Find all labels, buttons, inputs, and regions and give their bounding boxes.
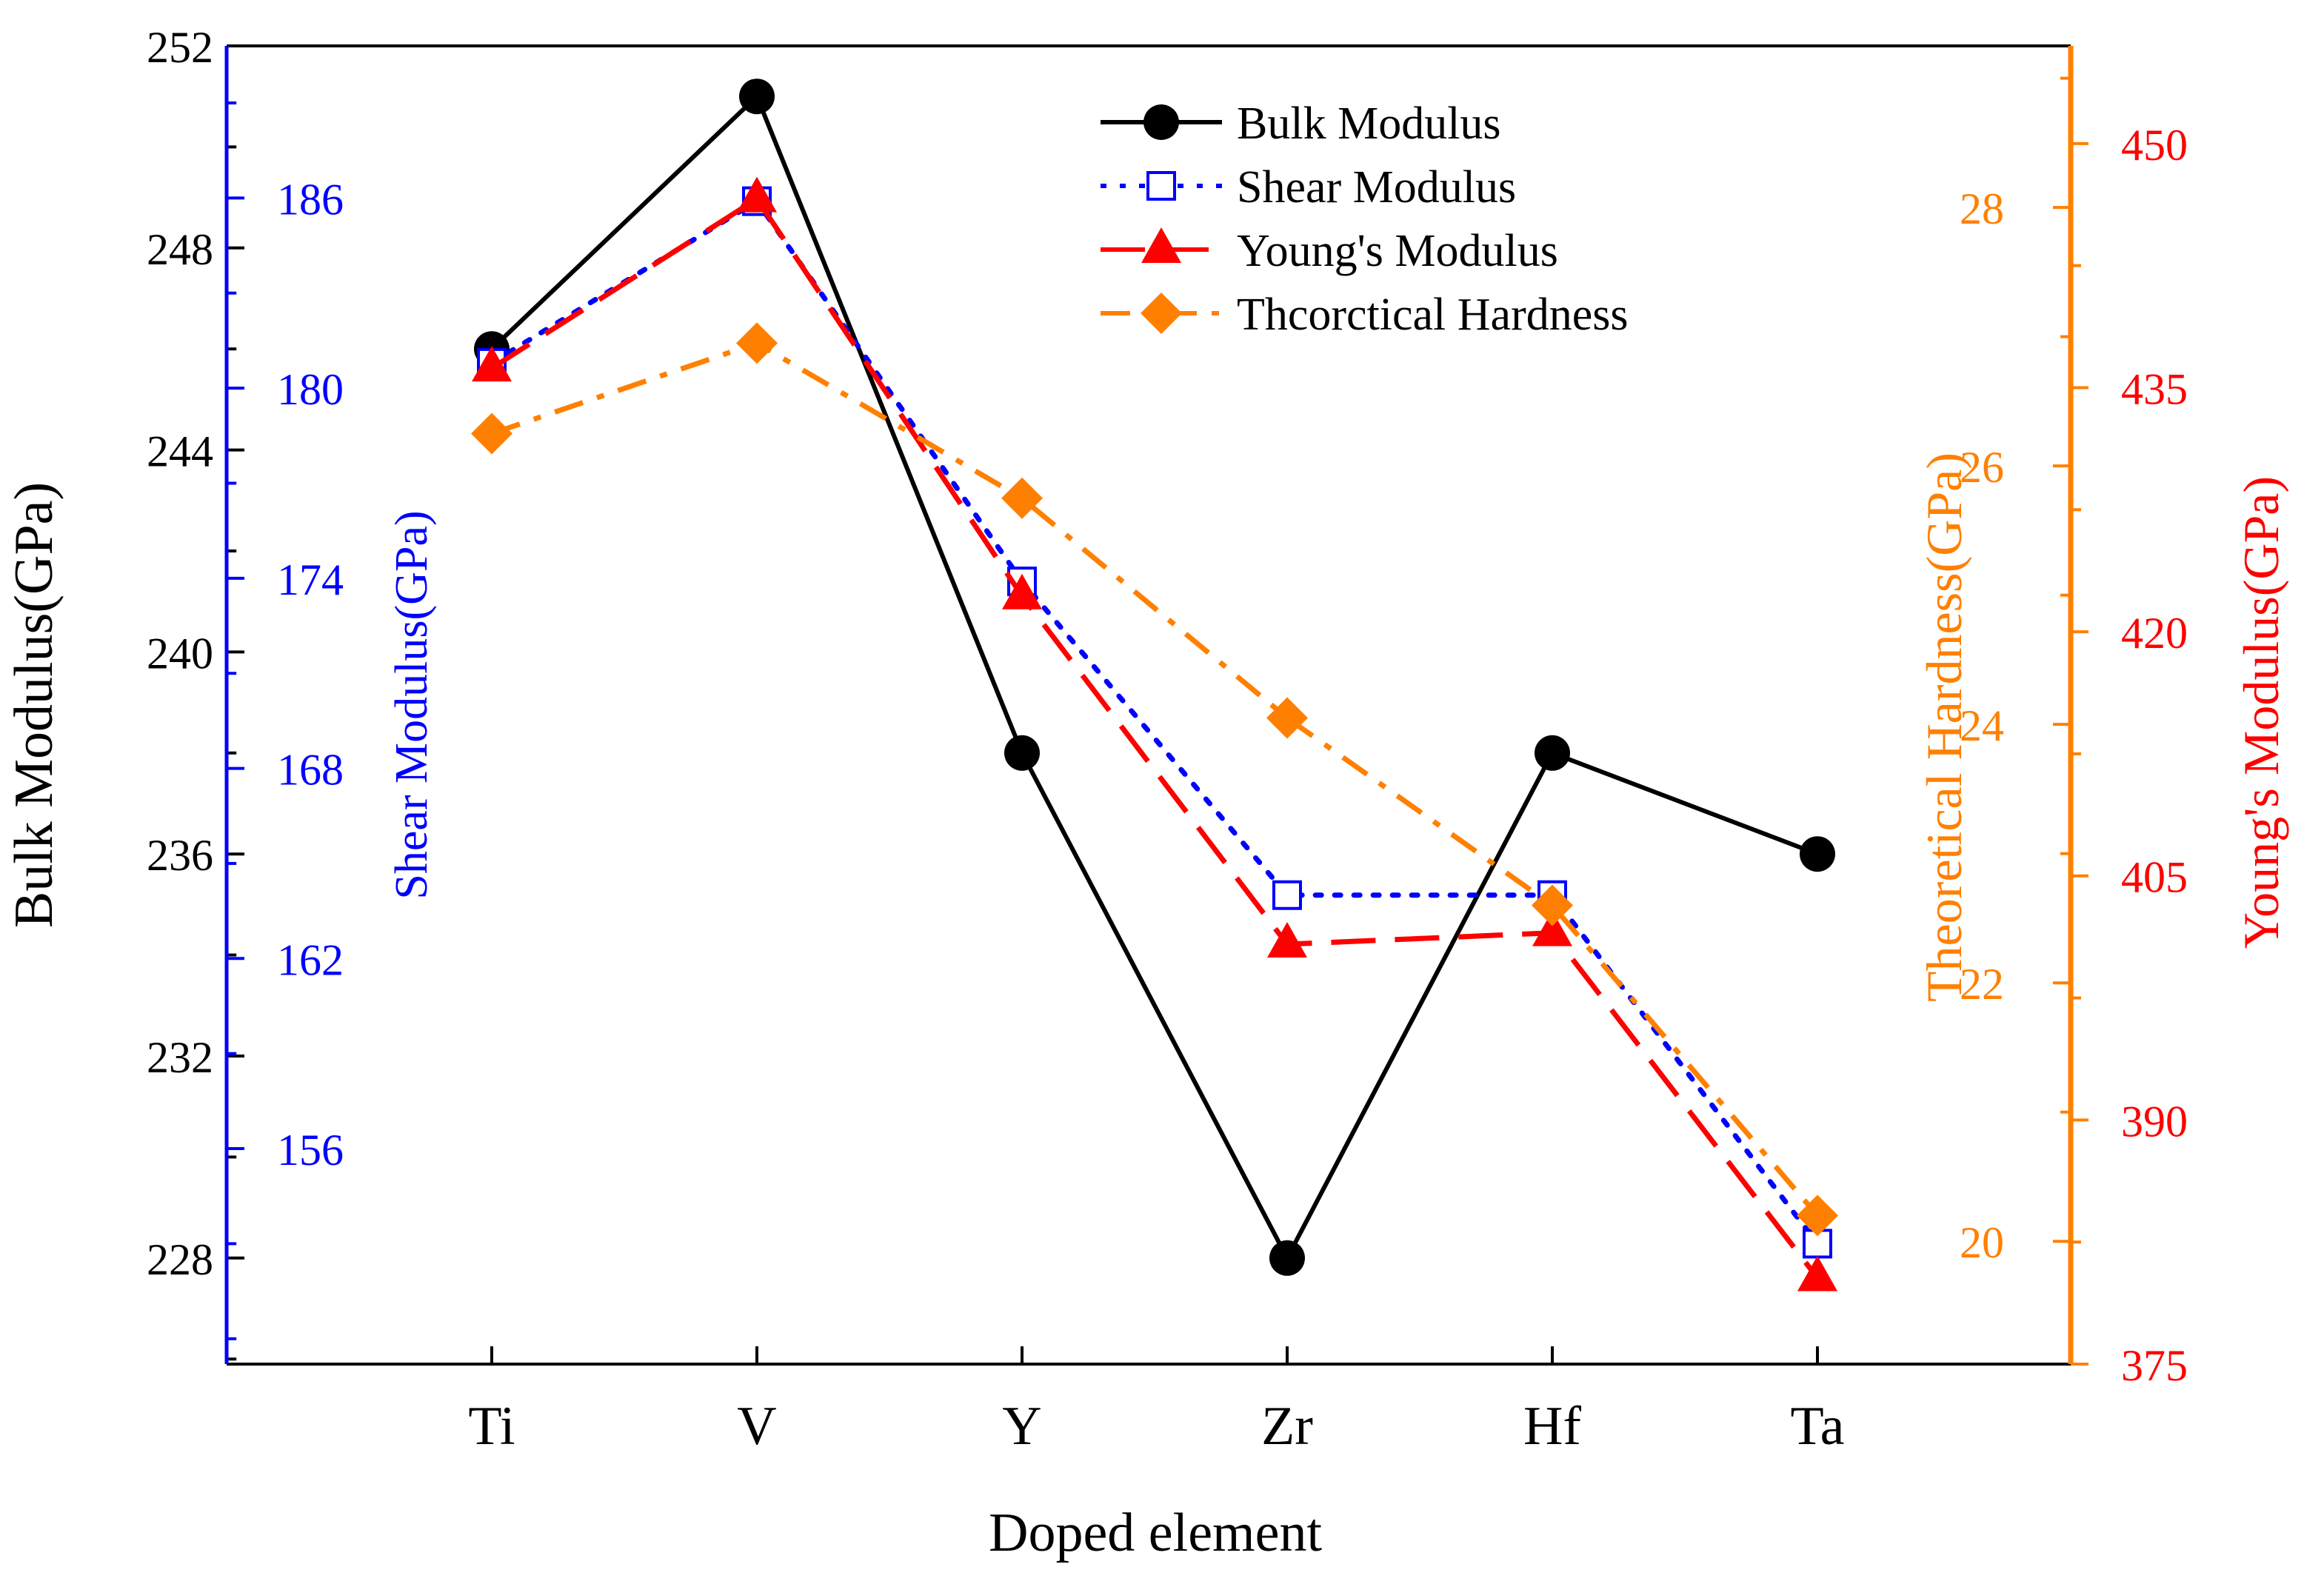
shear-axis-title: Shear Modulus(GPa) <box>387 510 437 899</box>
hardness-tick-label: 20 <box>1960 1218 2004 1267</box>
hardness-tick-label: 24 <box>1960 701 2004 750</box>
bulk-modulus-point <box>1269 1240 1305 1276</box>
thcorctical-hardness-point <box>1141 293 1182 334</box>
bulk-tick-label: 236 <box>147 831 213 880</box>
shear-modulus-point <box>1146 171 1176 201</box>
thcorctical-hardness-line <box>490 340 1820 1217</box>
legend-item-young-s-modulus: Young's Modulus <box>1101 226 1558 276</box>
shear-tick-label: 174 <box>277 555 344 604</box>
hardness-tick-label: 26 <box>1960 443 2004 492</box>
x-tick-label-ti: Ti <box>468 1396 515 1457</box>
young-s-modulus-point <box>1532 910 1572 946</box>
hardness-tick-label: 28 <box>1960 184 2004 233</box>
young-tick-label: 450 <box>2121 121 2188 170</box>
x-tick-label-y: Y <box>1002 1396 1041 1457</box>
x-tick-label-v: V <box>737 1396 776 1457</box>
bulk-tick-label: 252 <box>147 23 213 72</box>
legend-item-thcorctical-hardness: Thcorctical Hardness <box>1101 290 1628 340</box>
axes-layer: Ti V Y Zr Hf Ta 228 232 236 240 244 248 252 Bulk Modu… <box>4 23 2289 1457</box>
legend-label: Bulk Modulus <box>1237 98 1501 149</box>
bulk-modulus-point <box>1004 735 1040 771</box>
bulk-modulus-line <box>490 92 1819 1263</box>
bulk-tick-label: 248 <box>147 225 213 274</box>
thcorctical-hardness-point <box>1266 697 1308 739</box>
young-s-modulus-point <box>1002 573 1042 609</box>
young-s-modulus-point <box>1267 922 1307 958</box>
bulk-axis-title: Bulk Modulus(GPa) <box>4 482 64 928</box>
thcorctical-hardness-point <box>471 412 512 455</box>
x-tick-label-ta: Ta <box>1791 1396 1845 1457</box>
legend-label: Young's Modulus <box>1237 226 1558 276</box>
young-s-modulus-line <box>490 195 1820 1280</box>
bulk-modulus-point <box>739 78 775 115</box>
shear-modulus-point <box>1272 880 1302 910</box>
legend-item-shear-modulus: Shear Modulus <box>1101 162 1516 213</box>
legend-label: Thcorctical Hardness <box>1237 290 1628 340</box>
shear-modulus-series <box>477 186 1832 1259</box>
shear-tick-label: 186 <box>277 175 344 224</box>
x-tick-label-hf: Hf <box>1523 1396 1581 1457</box>
young-s-modulus-point <box>1797 1255 1837 1292</box>
young-tick-label: 435 <box>2121 364 2188 413</box>
bulk-tick-label: 244 <box>147 427 213 476</box>
bulk-tick-label: 232 <box>147 1033 213 1082</box>
shear-tick-label: 162 <box>277 935 344 984</box>
plot-frame <box>227 44 2071 1366</box>
bulk-tick-label: 228 <box>147 1235 213 1284</box>
young-tick-label: 420 <box>2121 609 2188 658</box>
thcorctical-hardness-point <box>1797 1195 1838 1237</box>
hardness-tick-label: 22 <box>1960 960 2004 1009</box>
young-tick-label: 375 <box>2121 1341 2188 1390</box>
young-s-modulus-point <box>472 346 512 382</box>
shear-modulus-line <box>489 197 1820 1246</box>
hardness-axis-title: Theoretical Hardness(GPa) <box>1916 452 1972 1002</box>
young-s-modulus-point <box>737 176 777 213</box>
bulk-modulus-point <box>1535 735 1570 771</box>
legend-label: Shear Modulus <box>1237 162 1516 213</box>
bulk-tick-label: 240 <box>147 629 213 678</box>
young-s-modulus-point <box>1141 227 1181 263</box>
young-axis-title: Young's Modulus(GPa) <box>2233 476 2289 949</box>
thcorctical-hardness-point <box>1001 477 1043 519</box>
thcorctical-hardness-point <box>736 322 778 364</box>
shear-tick-label: 168 <box>277 746 344 795</box>
shear-tick-label: 180 <box>277 365 344 414</box>
legend: Bulk Modulus Shear Modulus Young's Modulus… <box>1101 98 1628 340</box>
thcorctical-hardness-series <box>471 322 1838 1237</box>
x-axis-title: Doped element <box>989 1503 1322 1563</box>
bulk-modulus-point <box>1800 836 1835 872</box>
series-layer <box>471 78 1838 1292</box>
shear-tick-label: 156 <box>277 1126 344 1175</box>
young-tick-label: 405 <box>2121 853 2188 902</box>
bulk-modulus-point <box>1143 104 1179 140</box>
x-tick-label-zr: Zr <box>1261 1396 1313 1457</box>
young-s-modulus-series <box>472 176 1837 1292</box>
young-tick-label: 390 <box>2121 1097 2188 1146</box>
legend-item-bulk-modulus: Bulk Modulus <box>1101 98 1501 149</box>
thcorctical-hardness-point <box>1532 884 1573 926</box>
